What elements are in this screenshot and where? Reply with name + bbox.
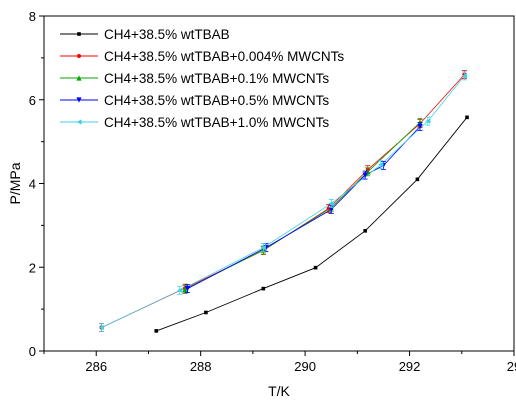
y-tick-label: 8	[29, 9, 36, 24]
data-point	[98, 324, 105, 331]
data-point	[415, 177, 420, 182]
y-tick-label: 4	[29, 177, 36, 192]
data-point	[76, 97, 82, 103]
data-point	[154, 329, 159, 333]
x-tick-label: 292	[399, 359, 421, 374]
x-axis-label: T/K	[268, 383, 290, 399]
legend-label: CH4+38.5% wtTBAB+0.004% MWCNTs	[104, 49, 344, 64]
series-line	[101, 74, 465, 328]
data-point	[328, 206, 334, 213]
data-point	[313, 265, 318, 270]
x-tick-label: 29	[507, 359, 516, 374]
data-point	[185, 286, 191, 292]
data-point	[77, 32, 81, 36]
legend-label: CH4+38.5% wtTBAB+0.5% MWCNTs	[104, 93, 329, 108]
series-points	[98, 70, 469, 333]
data-point	[77, 54, 81, 58]
data-point	[260, 244, 266, 251]
y-tick-label: 0	[29, 344, 36, 359]
x-tick-label: 290	[294, 359, 316, 374]
data-point	[465, 115, 469, 120]
data-point	[76, 119, 82, 125]
data-point	[182, 286, 188, 293]
data-point	[328, 201, 334, 207]
plot-frame	[43, 15, 515, 352]
data-point	[363, 229, 367, 233]
series-lines	[101, 74, 468, 332]
data-point	[362, 172, 368, 178]
x-tick-label: 288	[190, 359, 212, 374]
legend-label: CH4+38.5% wtTBAB+0.1% MWCNTs	[104, 71, 329, 86]
legend-label: CH4+38.5% wtTBAB	[104, 27, 230, 42]
data-point	[425, 118, 431, 124]
x-tick-label: 286	[85, 359, 107, 374]
series-line	[101, 75, 465, 328]
legend: CH4+38.5% wtTBAB CH4+38.5% wtTBAB+0.004% …	[60, 27, 344, 130]
series-line	[156, 117, 468, 332]
series-line	[187, 126, 421, 289]
data-point	[76, 75, 82, 81]
data-point	[204, 310, 208, 315]
data-point	[261, 286, 266, 291]
y-axis-label: P/MPa	[7, 162, 23, 204]
data-point	[461, 73, 467, 79]
y-tick-label: 2	[29, 260, 36, 275]
y-tick-label: 6	[29, 93, 36, 108]
series-line	[184, 122, 421, 290]
axes: 2862882902922902468	[29, 9, 516, 374]
legend-label: CH4+38.5% wtTBAB+1.0% MWCNTs	[104, 115, 329, 130]
data-point	[177, 287, 183, 293]
data-point	[378, 162, 384, 168]
data-point	[417, 123, 423, 130]
